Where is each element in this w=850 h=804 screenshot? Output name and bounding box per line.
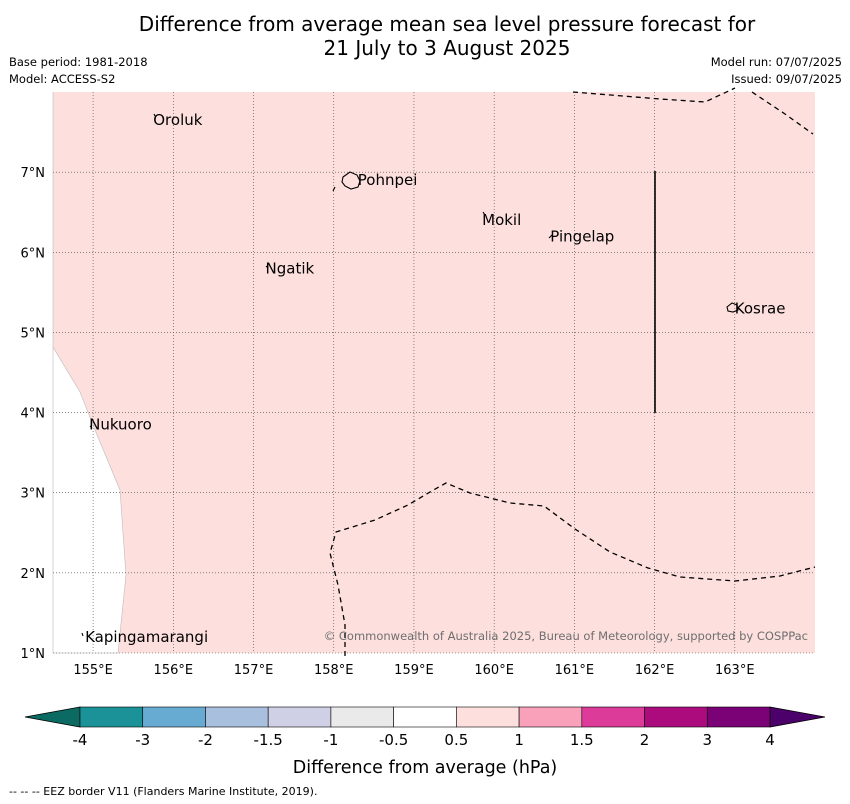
lon-tick-label: 160°E <box>474 663 514 678</box>
colorbar-segment <box>79 706 144 728</box>
colorbar-tick-label: 2 <box>640 731 650 749</box>
colorbar-tick-label: -4 <box>73 731 88 749</box>
pohnpei-reef <box>332 186 336 192</box>
colorbar: Difference from average (hPa) -4 -3 -2 -1.5… <box>24 706 826 778</box>
lon-tick-label: 157°E <box>234 663 274 678</box>
lon-tick-label: 156°E <box>154 663 194 678</box>
lat-tick-label: 5°N <box>21 326 46 341</box>
lon-tick-label: 162°E <box>635 663 675 678</box>
colorbar-tick-label: -0.5 <box>379 731 408 749</box>
colorbar-tick-label: -1 <box>323 731 338 749</box>
eez-border-south <box>329 482 816 656</box>
place-label: Mokil <box>482 211 521 229</box>
colorbar-tick-label: 1 <box>514 731 524 749</box>
place-label: Pohnpei <box>358 171 418 189</box>
model-run-text: Model run: 07/07/2025 <box>710 55 842 69</box>
colorbar-segment <box>706 706 771 728</box>
lon-tick-label: 158°E <box>314 663 354 678</box>
lon-tick-label: 161°E <box>555 663 595 678</box>
colorbar-tick-label: -1.5 <box>254 731 283 749</box>
lat-tick-label: 7°N <box>21 166 46 181</box>
place-label: Ngatik <box>266 259 315 277</box>
title-line-1: Difference from average mean sea level p… <box>138 12 756 36</box>
coastlines <box>81 113 739 637</box>
meta-left: Base period: 1981-2018 Model: ACCESS-S2 <box>9 54 148 88</box>
colorbar-segment <box>644 706 708 728</box>
map-title: Difference from average mean sea level p… <box>0 12 850 60</box>
lon-tick-label: 159°E <box>394 663 434 678</box>
oroluk-mark <box>153 113 156 117</box>
meta-right: Model run: 07/07/2025 Issued: 09/07/2025 <box>711 54 842 88</box>
title-line-2: 21 July to 3 August 2025 <box>323 36 571 60</box>
axis-labels: 155°E 156°E 157°E 158°E 159°E 160°E 161°E 162°E… <box>21 166 755 678</box>
anomaly-fill <box>53 92 815 653</box>
place-label: Kapingamarangi <box>85 628 208 646</box>
place-label: Oroluk <box>153 111 202 129</box>
issued-text: Issued: 09/07/2025 <box>731 72 842 86</box>
place-label: Pingelap <box>550 227 614 245</box>
lon-tick-label: 163°E <box>715 663 755 678</box>
colorbar-tick-label: 3 <box>702 731 712 749</box>
eez-border-northeast <box>751 91 814 135</box>
lat-tick-label: 3°N <box>21 487 46 502</box>
colorbar-over-arrow <box>769 706 826 728</box>
copyright-text: © Commonwealth of Australia 2025, Bureau… <box>324 629 808 643</box>
place-label: Kosrae <box>735 299 786 317</box>
colorbar-segment <box>518 706 583 728</box>
colorbar-segment <box>581 706 645 728</box>
colorbar-tick-label: -2 <box>198 731 213 749</box>
colorbar-tick-label: -3 <box>135 731 150 749</box>
eez-borders <box>329 87 816 656</box>
colorbar-tick-label: 1.5 <box>570 731 594 749</box>
model-text: Model: ACCESS-S2 <box>9 72 116 86</box>
footer-note: -- -- -- EEZ border V11 (Flanders Marine… <box>9 785 318 798</box>
colorbar-tick-label: 4 <box>765 731 775 749</box>
nukuoro-mark <box>89 425 93 429</box>
colorbar-tick-label: 0.5 <box>444 731 468 749</box>
colorbar-segment <box>393 706 457 728</box>
pohnpei-coast <box>341 171 361 190</box>
eez-border-north <box>572 87 736 103</box>
kosrae-coast <box>726 302 739 313</box>
lat-tick-label: 2°N <box>21 567 46 582</box>
colorbar-segment <box>456 706 520 728</box>
place-labels: Oroluk Pohnpei Mokil Pingelap Ngatik Kosrae Nu… <box>85 111 785 646</box>
lat-tick-label: 1°N <box>21 647 46 662</box>
lat-tick-label: 4°N <box>21 407 46 422</box>
ngatik-mark <box>265 265 269 269</box>
place-label: Nukuoro <box>89 416 152 434</box>
colorbar-label: Difference from average (hPa) <box>293 758 558 778</box>
lon-tick-label: 155°E <box>73 663 113 678</box>
lat-tick-label: 6°N <box>21 246 46 261</box>
kapingamarangi-mark <box>81 632 84 637</box>
colorbar-segment <box>267 706 332 728</box>
colorbar-segment <box>205 706 269 728</box>
colorbar-segment <box>142 706 206 728</box>
colorbar-segment <box>330 706 394 728</box>
graticule <box>53 92 815 654</box>
map-area: Oroluk Pohnpei Mokil Pingelap Ngatik Kosrae Nu… <box>52 87 816 656</box>
base-period-text: Base period: 1981-2018 <box>9 55 148 69</box>
colorbar-under-arrow <box>24 706 81 728</box>
mokil-mark <box>482 211 486 216</box>
pingelap-mark <box>548 234 553 239</box>
